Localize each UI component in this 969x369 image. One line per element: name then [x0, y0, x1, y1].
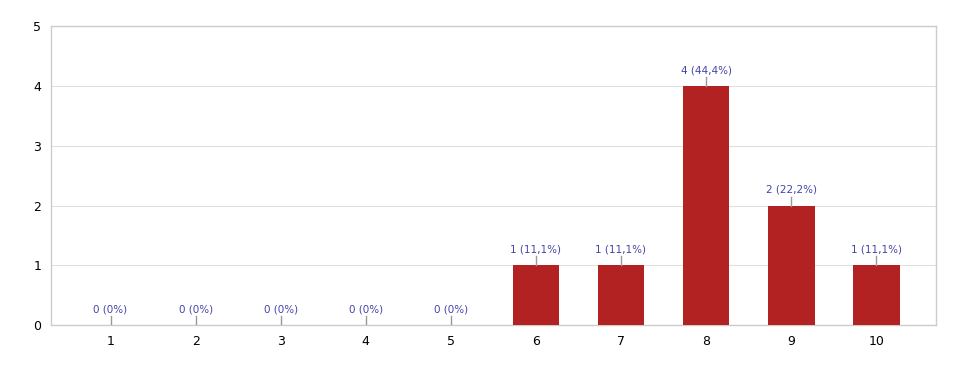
Text: 0 (0%): 0 (0%) — [434, 304, 468, 314]
Bar — [767, 206, 815, 325]
Text: 1 (11,1%): 1 (11,1%) — [596, 245, 646, 255]
Text: 0 (0%): 0 (0%) — [93, 304, 128, 314]
Text: 4 (44,4%): 4 (44,4%) — [680, 65, 732, 75]
Text: 0 (0%): 0 (0%) — [178, 304, 212, 314]
Text: 2 (22,2%): 2 (22,2%) — [766, 185, 817, 195]
Text: 0 (0%): 0 (0%) — [349, 304, 383, 314]
Bar — [598, 265, 644, 325]
Bar — [853, 265, 899, 325]
Bar — [682, 86, 730, 325]
Bar — [513, 265, 559, 325]
Text: 1 (11,1%): 1 (11,1%) — [511, 245, 561, 255]
Text: 1 (11,1%): 1 (11,1%) — [851, 245, 902, 255]
Text: 0 (0%): 0 (0%) — [264, 304, 297, 314]
